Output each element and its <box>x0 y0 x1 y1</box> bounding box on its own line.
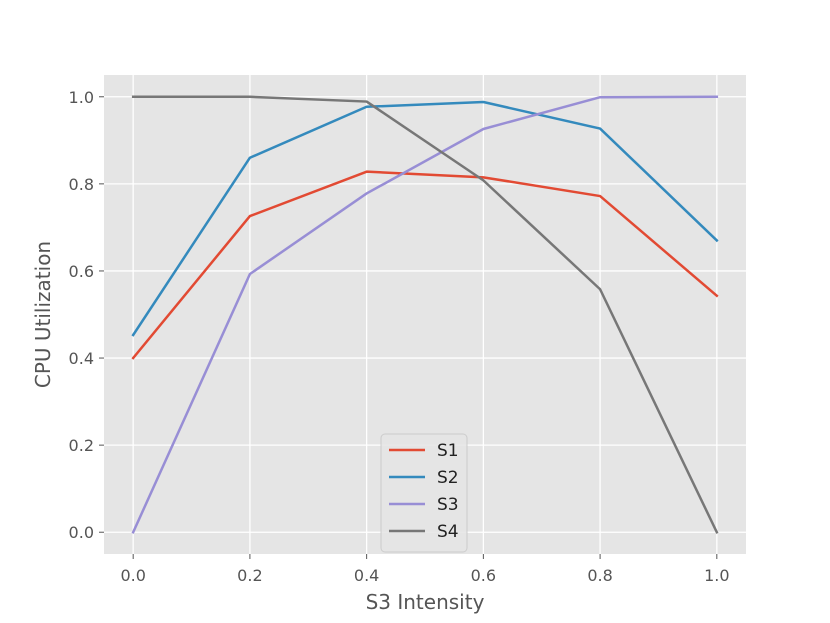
series-lines <box>131 95 719 534</box>
y-tick-label: 0.8 <box>69 175 94 194</box>
legend-label: S1 <box>437 441 459 461</box>
y-tick-label: 0.0 <box>69 523 94 542</box>
x-tick-label: 0.4 <box>354 566 379 585</box>
legend-label: S2 <box>437 468 459 488</box>
x-axis-label: S3 Intensity <box>366 590 485 614</box>
y-tick-label: 0.6 <box>69 262 94 281</box>
x-tick-label: 0.8 <box>587 566 612 585</box>
y-tick-label: 0.4 <box>69 349 94 368</box>
legend-label: S4 <box>437 522 459 542</box>
y-tick-label: 1.0 <box>69 88 94 107</box>
series-line-s1 <box>131 170 719 360</box>
x-tick-label: 0.2 <box>237 566 262 585</box>
legend: S1 S2 S3 S4 <box>380 433 468 553</box>
x-tick-label: 0.6 <box>471 566 496 585</box>
series-line-s3 <box>131 95 719 534</box>
x-tick-label: 0.0 <box>120 566 145 585</box>
y-axis-label: CPU Utilization <box>31 241 55 388</box>
y-tick-label: 0.2 <box>69 436 94 455</box>
y-axis-ticks: 0.0 0.2 0.4 0.6 0.8 1.0 <box>69 88 104 542</box>
x-tick-label: 1.0 <box>704 566 729 585</box>
x-axis-ticks: 0.0 0.2 0.4 0.6 0.8 1.0 <box>120 554 730 585</box>
legend-box <box>380 433 468 553</box>
legend-label: S3 <box>437 495 459 515</box>
series-line-s4 <box>131 95 719 534</box>
series-line-s2 <box>131 100 719 337</box>
